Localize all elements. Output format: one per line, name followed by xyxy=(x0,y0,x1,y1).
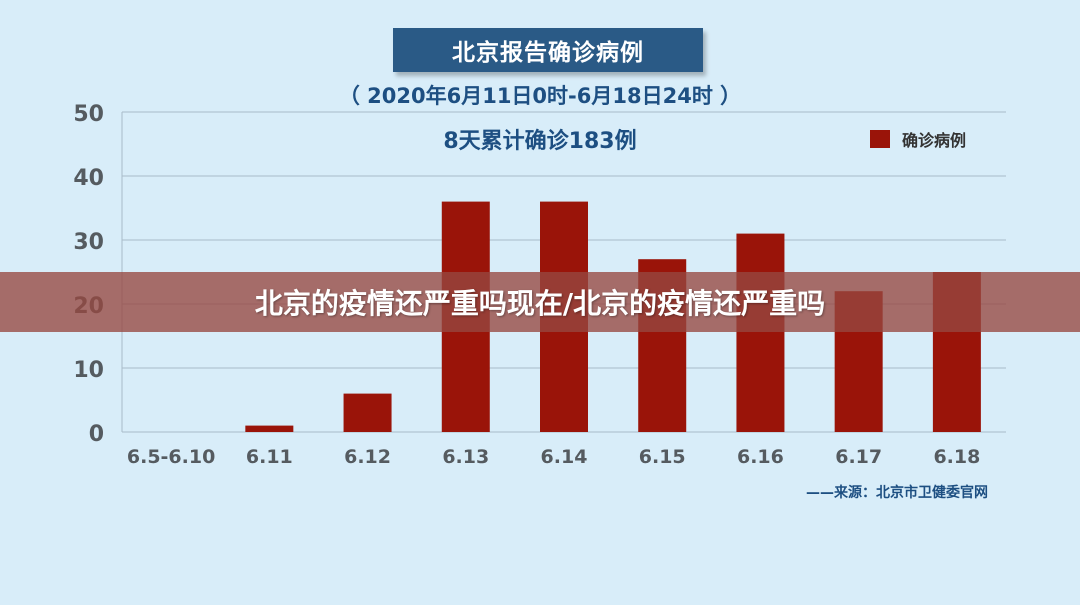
bar-6.11 xyxy=(245,425,294,432)
headline-banner: 北京的疫情还严重吗现在/北京的疫情还严重吗 xyxy=(0,272,1080,332)
y-tick-label: 30 xyxy=(73,230,104,255)
chart-title-box: 北京报告确诊病例 xyxy=(393,28,703,72)
legend: 确诊病例 xyxy=(870,127,966,151)
legend-swatch xyxy=(870,130,890,148)
x-tick-label: 6.17 xyxy=(835,446,882,468)
date-range-subtitle: （ 2020年6月11日0时-6月18日24时 ） xyxy=(338,84,742,108)
x-tick-label: 6.5-6.10 xyxy=(127,446,215,468)
bar-6.12 xyxy=(343,393,392,432)
x-tick-label: 6.18 xyxy=(933,446,980,468)
headline-text: 北京的疫情还严重吗现在/北京的疫情还严重吗 xyxy=(254,287,826,320)
legend-label: 确诊病例 xyxy=(902,131,967,150)
x-tick-label: 6.15 xyxy=(639,446,686,468)
y-tick-label: 40 xyxy=(73,166,104,191)
chart-title: 北京报告确诊病例 xyxy=(452,40,644,66)
y-tick-label: 0 xyxy=(89,422,104,447)
x-tick-label: 6.16 xyxy=(737,446,784,468)
y-tick-label: 10 xyxy=(73,358,104,383)
x-tick-label: 6.11 xyxy=(246,446,293,468)
bar-6.16 xyxy=(736,233,785,432)
x-tick-label: 6.12 xyxy=(344,446,391,468)
x-tick-label: 6.13 xyxy=(442,446,489,468)
x-tick-label: 6.14 xyxy=(541,446,588,468)
source-note: ——来源：北京市卫健委官网 xyxy=(806,485,988,501)
cumulative-total: 8天累计确诊183例 xyxy=(443,129,637,154)
y-tick-label: 50 xyxy=(73,102,104,127)
